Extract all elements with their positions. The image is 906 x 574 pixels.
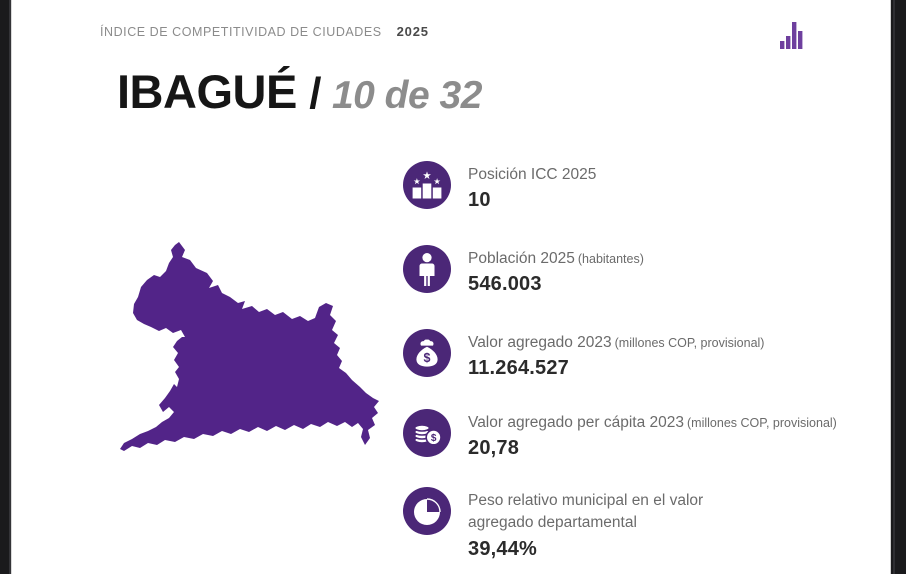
stat-row-posicion-icc: Posición ICC 2025 10 bbox=[403, 161, 898, 212]
stat-value: 546.003 bbox=[468, 273, 542, 296]
stat-label: Peso relativo municipal en el valor agre… bbox=[468, 492, 704, 532]
svg-text:$: $ bbox=[431, 433, 437, 444]
stat-suffix: (millones COP, provisional) bbox=[614, 336, 765, 350]
stat-label: Población 2025 bbox=[468, 250, 575, 267]
report-year: 2025 bbox=[396, 24, 429, 39]
stat-text: Posición ICC 2025 10 bbox=[468, 161, 898, 212]
svg-text:$: $ bbox=[424, 351, 431, 365]
municipality-map bbox=[120, 242, 379, 451]
stat-text: Peso relativo municipal en el valor agre… bbox=[468, 487, 768, 561]
report-series-title: ÍNDICE DE COMPETITIVIDAD DE CIUDADES bbox=[100, 25, 382, 39]
podium-icon bbox=[403, 161, 451, 209]
stat-value: 11.264.527 bbox=[468, 357, 569, 380]
pie-chart-icon bbox=[403, 487, 451, 535]
stat-label: Posición ICC 2025 bbox=[468, 166, 597, 183]
stat-text: Valor agregado per cápita 2023 (millones … bbox=[468, 409, 898, 460]
city-rank: 10 de 32 bbox=[331, 74, 482, 117]
page-header: ÍNDICE DE COMPETITIVIDAD DE CIUDADES 202… bbox=[100, 24, 429, 39]
coins-icon: $ bbox=[403, 409, 451, 457]
stat-suffix: (millones COP, provisional) bbox=[687, 416, 837, 430]
stat-row-peso-relativo: Peso relativo municipal en el valor agre… bbox=[403, 487, 768, 561]
stat-value: 10 bbox=[468, 189, 491, 212]
title-separator: / bbox=[309, 69, 322, 118]
stat-label: Valor agregado per cápita 2023 bbox=[468, 414, 685, 431]
left-letterbox-bar bbox=[0, 0, 11, 574]
right-letterbox-bar bbox=[893, 0, 906, 574]
city-title-row: IBAGUÉ / 10 de 32 bbox=[117, 64, 482, 119]
bar-chart-logo-icon bbox=[780, 22, 803, 49]
stat-value: 39,44% bbox=[468, 537, 538, 560]
stat-row-valor-per-capita: $ Valor agregado per cápita 2023 (millone… bbox=[403, 409, 898, 460]
money-bag-icon: $ bbox=[403, 329, 451, 377]
stat-row-poblacion: Población 2025 (habitantes) 546.003 bbox=[403, 245, 898, 296]
stat-row-valor-agregado: $ Valor agregado 2023 (millones COP, prov… bbox=[403, 329, 898, 380]
city-name: IBAGUÉ bbox=[117, 65, 297, 118]
report-page: ÍNDICE DE COMPETITIVIDAD DE CIUDADES 202… bbox=[11, 0, 891, 574]
stat-label: Valor agregado 2023 bbox=[468, 334, 612, 351]
stat-value: 20,78 bbox=[468, 437, 520, 460]
stat-text: Población 2025 (habitantes) 546.003 bbox=[468, 245, 898, 296]
stat-suffix: (habitantes) bbox=[577, 252, 644, 266]
stat-text: Valor agregado 2023 (millones COP, provis… bbox=[468, 329, 898, 380]
person-icon bbox=[403, 245, 451, 293]
